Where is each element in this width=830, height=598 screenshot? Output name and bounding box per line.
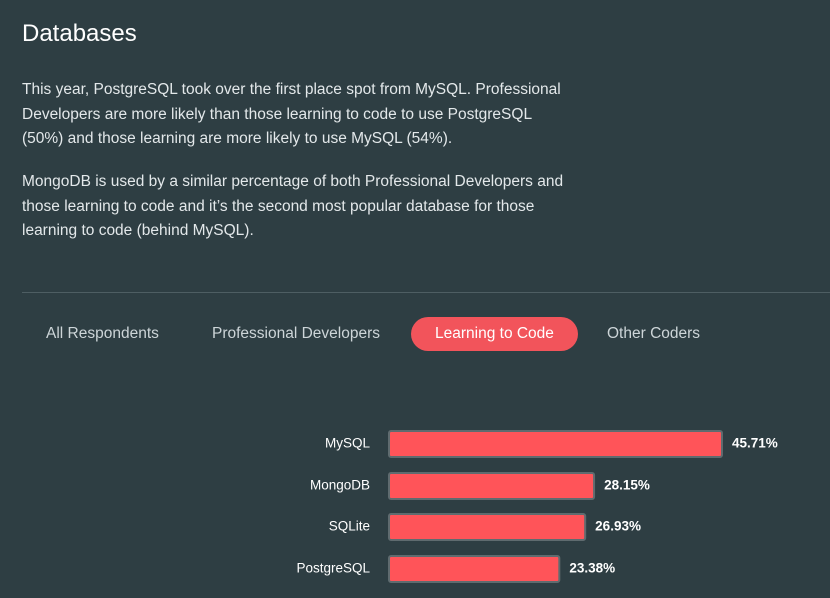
tab[interactable]: All Respondents [46,325,159,342]
paragraph: MongoDB is used by a similar percentage … [22,173,564,239]
paragraph: This year, PostgreSQL took over the firs… [22,81,561,147]
category-label: PostgreSQL [296,561,370,576]
category-label: SQLite [329,519,370,534]
tab[interactable]: Other Coders [607,325,701,342]
value-label: 45.71% [732,436,778,451]
bar [388,430,723,458]
bar [388,513,587,541]
tab[interactable]: Professional Developers [212,325,381,342]
chart: MySQL 45.71% MongoDB 28.15% SQLite 26.93% Post… [296,430,778,583]
category-label: MySQL [325,436,371,451]
value-label: 28.15% [604,478,650,493]
category-label: MongoDB [310,478,370,493]
value-label: 23.38% [569,561,615,576]
value-label: 26.93% [595,519,641,534]
tab[interactable]: Learning to Code [411,317,578,351]
bar [388,472,596,500]
bar [388,555,561,583]
divider [22,292,830,293]
section-title: Databases [22,20,137,47]
